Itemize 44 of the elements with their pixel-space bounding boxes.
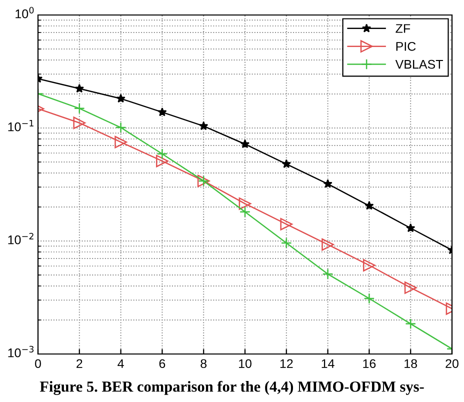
point <box>156 148 168 160</box>
y-tick-label: 10$^{−2}$ <box>8 232 34 244</box>
point <box>114 136 127 148</box>
point <box>364 200 374 210</box>
x-tick-label: 16 <box>363 359 376 368</box>
point <box>280 218 293 230</box>
point <box>74 102 85 114</box>
legend-label: ZF <box>396 24 410 33</box>
point <box>364 292 375 304</box>
x-tick-label: 14 <box>322 359 334 368</box>
point <box>323 179 332 188</box>
point <box>280 238 292 248</box>
point <box>322 238 334 251</box>
point <box>405 318 416 330</box>
legend-label: PIC <box>396 42 416 51</box>
y-tick-label: 10$^{0}$ <box>16 6 34 18</box>
point <box>322 268 334 280</box>
point <box>74 84 84 93</box>
x-tick-label: 6 <box>159 359 166 368</box>
x-tick-label: 0 <box>35 359 41 368</box>
x-tick-label: 20 <box>446 359 458 368</box>
x-tick-label: 18 <box>404 359 418 368</box>
point <box>73 116 86 130</box>
point <box>116 94 126 103</box>
x-tick-label: 8 <box>200 359 207 368</box>
point <box>199 121 208 130</box>
x-tick-label: 2 <box>76 359 82 368</box>
point <box>158 107 167 116</box>
point <box>363 259 376 272</box>
point <box>156 154 168 168</box>
point <box>240 206 250 218</box>
y-tick-label: 10$^{−3}$ <box>8 346 34 358</box>
caption: Figure 5. BER comparison for the (4,4) MIMO-OFDM sys- <box>40 380 424 395</box>
point <box>240 139 250 148</box>
point <box>238 197 252 210</box>
y-tick-label: 10$^{−1}$ <box>8 120 34 132</box>
x-tick-label: 12 <box>280 359 293 368</box>
point <box>406 223 416 232</box>
x-tick-label: 4 <box>118 359 124 368</box>
x-tick-label: 10 <box>239 359 252 368</box>
point <box>404 282 417 294</box>
point <box>282 159 291 168</box>
legend-label: VBLAST <box>395 60 443 69</box>
point <box>115 122 126 133</box>
